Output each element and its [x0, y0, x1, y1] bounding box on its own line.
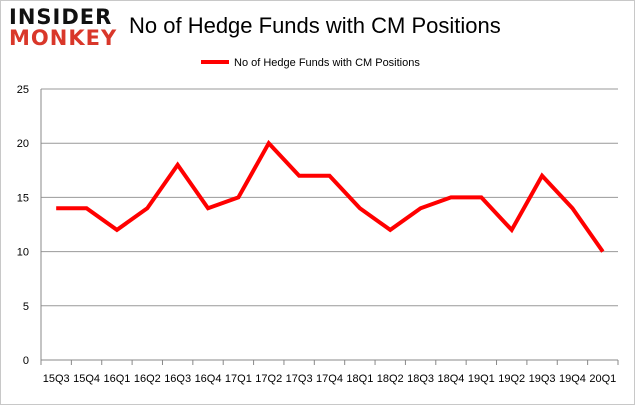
y-tick-label: 0 [23, 355, 29, 367]
y-tick-label: 10 [17, 247, 29, 259]
x-tick-label: 19Q2 [498, 373, 525, 385]
x-tick-label: 17Q1 [225, 373, 252, 385]
x-tick-label: 18Q4 [438, 373, 465, 385]
x-tick-label: 17Q2 [255, 373, 282, 385]
x-tick-label: 18Q2 [377, 373, 404, 385]
x-tick-label: 16Q1 [103, 373, 130, 385]
x-tick-label: 17Q4 [316, 373, 343, 385]
x-tick-label: 15Q3 [43, 373, 70, 385]
y-tick-label: 20 [17, 138, 29, 150]
y-tick-label: 15 [17, 192, 29, 204]
y-tick-label: 25 [17, 84, 29, 96]
x-tick-label: 19Q4 [559, 373, 586, 385]
logo-line2: MONKEY [9, 26, 118, 50]
chart-title: No of Hedge Funds with CM Positions [129, 13, 501, 38]
x-tick-label: 16Q3 [164, 373, 191, 385]
x-tick-label: 19Q1 [468, 373, 495, 385]
x-tick-label: 18Q3 [407, 373, 434, 385]
x-tick-label: 17Q3 [286, 373, 313, 385]
x-tick-label: 20Q1 [589, 373, 616, 385]
insider-monkey-logo: INSIDER MONKEY [9, 5, 119, 50]
x-tick-label: 18Q1 [346, 373, 373, 385]
legend-label: No of Hedge Funds with CM Positions [234, 57, 420, 69]
x-tick-label: 15Q4 [73, 373, 100, 385]
x-tick-label: 16Q2 [134, 373, 161, 385]
y-tick-label: 5 [23, 301, 29, 313]
x-tick-label: 16Q4 [195, 373, 222, 385]
logo-line1: INSIDER [9, 5, 113, 29]
x-tick-label: 19Q3 [529, 373, 556, 385]
